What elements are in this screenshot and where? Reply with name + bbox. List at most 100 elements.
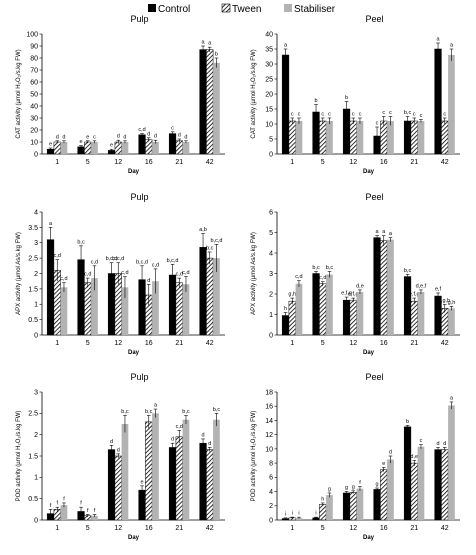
- significance-label: d: [443, 441, 446, 447]
- y-tick-label: 2: [269, 291, 273, 298]
- significance-label: g: [328, 486, 331, 492]
- significance-label: g: [345, 485, 348, 491]
- y-tick-label: 20: [265, 91, 273, 98]
- bar: [288, 120, 296, 155]
- significance-label: f: [80, 501, 82, 507]
- significance-label: a: [284, 43, 288, 49]
- significance-label: e: [382, 461, 385, 467]
- significance-label: c: [420, 438, 423, 444]
- y-axis-label: APX activity (µmol As/s.kg FW): [16, 232, 22, 315]
- significance-label: b,c: [121, 409, 129, 415]
- bar: [138, 489, 146, 521]
- x-tick-label: 1: [290, 159, 294, 166]
- bar: [448, 55, 455, 154]
- x-axis-label: Day: [363, 535, 375, 541]
- significance-label: b,c,d: [112, 256, 124, 262]
- bar: [356, 291, 364, 335]
- x-tick-label: 5: [86, 340, 90, 347]
- significance-label: a,b: [199, 227, 207, 233]
- bar: [213, 258, 220, 335]
- legend-label-control: Control: [158, 4, 190, 15]
- y-tick-label: 3.5: [28, 225, 38, 232]
- bar: [206, 257, 214, 336]
- bar: [434, 48, 442, 155]
- y-tick-label: 1: [34, 302, 38, 309]
- y-tick-label: 30: [30, 115, 38, 122]
- legend-label-tween: Tween: [232, 4, 261, 15]
- bar: [121, 287, 129, 335]
- x-tick-label: 16: [145, 159, 153, 166]
- significance-label: e: [49, 142, 52, 148]
- bar: [145, 139, 153, 155]
- y-tick-label: 6: [269, 209, 273, 216]
- significance-label: e: [80, 139, 83, 145]
- x-axis-label: Day: [128, 535, 140, 541]
- x-tick-label: 1: [55, 525, 59, 532]
- y-tick-label: 10: [265, 446, 273, 453]
- bar: [295, 283, 303, 335]
- significance-label: c: [298, 112, 301, 118]
- x-tick-label: 16: [380, 159, 388, 166]
- y-tick-label: 2: [34, 432, 38, 439]
- y-tick-label: 100: [26, 31, 38, 38]
- significance-label: c: [171, 125, 174, 131]
- bar: [152, 281, 159, 335]
- x-tick-label: 1: [55, 340, 59, 347]
- bar: [206, 49, 214, 155]
- legend-swatch-stabiliser: [284, 4, 292, 12]
- bar: [417, 121, 425, 154]
- significance-label: b,c,d: [106, 256, 118, 262]
- x-tick-label: 1: [290, 525, 294, 532]
- x-axis-label: Day: [363, 169, 375, 175]
- y-tick-label: 3: [269, 271, 273, 278]
- significance-label: c,d: [176, 424, 183, 430]
- y-axis-label: CAT activity (µmol H₂O₂/s.kg FW): [16, 49, 22, 138]
- y-tick-label: 90: [30, 43, 38, 50]
- y-tick-label: 2: [269, 503, 273, 510]
- y-tick-label: 8: [269, 461, 273, 468]
- significance-label: f,g,h: [439, 298, 450, 304]
- significance-label: c: [389, 110, 392, 116]
- bar: [168, 133, 177, 155]
- panel-title: Pulp: [130, 192, 148, 202]
- y-tick-label: 6: [269, 475, 273, 482]
- bar: [387, 459, 394, 520]
- chart-panel-5: 0 2 4 6 8 10 12 14 16 18 Peel POD activity (µmol H₂…: [251, 372, 460, 541]
- significance-label: d: [110, 439, 113, 445]
- x-tick-label: 12: [349, 525, 357, 532]
- y-tick-label: 4: [34, 209, 38, 216]
- bar: [295, 121, 303, 154]
- x-tick-label: 12: [349, 340, 357, 347]
- significance-label: b,c: [213, 407, 221, 413]
- bar: [91, 142, 98, 154]
- significance-label: b,c: [206, 245, 214, 251]
- significance-label: b: [215, 52, 218, 58]
- bar: [380, 240, 388, 336]
- significance-label: c,d: [84, 272, 91, 278]
- x-tick-label: 42: [441, 340, 449, 347]
- significance-label: d: [147, 278, 150, 284]
- significance-label: a: [202, 40, 206, 46]
- y-axis-label: APX activity (µmol As/s.kg FW): [251, 232, 257, 315]
- legend-swatch-control: [148, 4, 156, 12]
- x-tick-label: 16: [145, 525, 153, 532]
- significance-label: d: [147, 131, 150, 137]
- y-tick-label: 80: [30, 55, 38, 62]
- significance-label: d: [62, 134, 65, 140]
- y-tick-label: 60: [30, 79, 38, 86]
- significance-label: c,d: [54, 253, 61, 259]
- y-tick-label: 14: [265, 418, 273, 425]
- significance-label: b,c: [404, 268, 412, 274]
- bar: [288, 300, 296, 336]
- significance-label: b,c: [182, 409, 190, 415]
- significance-label: i: [315, 511, 316, 517]
- y-tick-label: 1.5: [28, 286, 38, 293]
- bar: [84, 141, 92, 155]
- bar: [84, 282, 92, 336]
- significance-label: d,e: [410, 454, 418, 460]
- significance-label: c: [382, 110, 385, 116]
- bar: [373, 489, 381, 521]
- y-tick-label: 0: [34, 517, 38, 524]
